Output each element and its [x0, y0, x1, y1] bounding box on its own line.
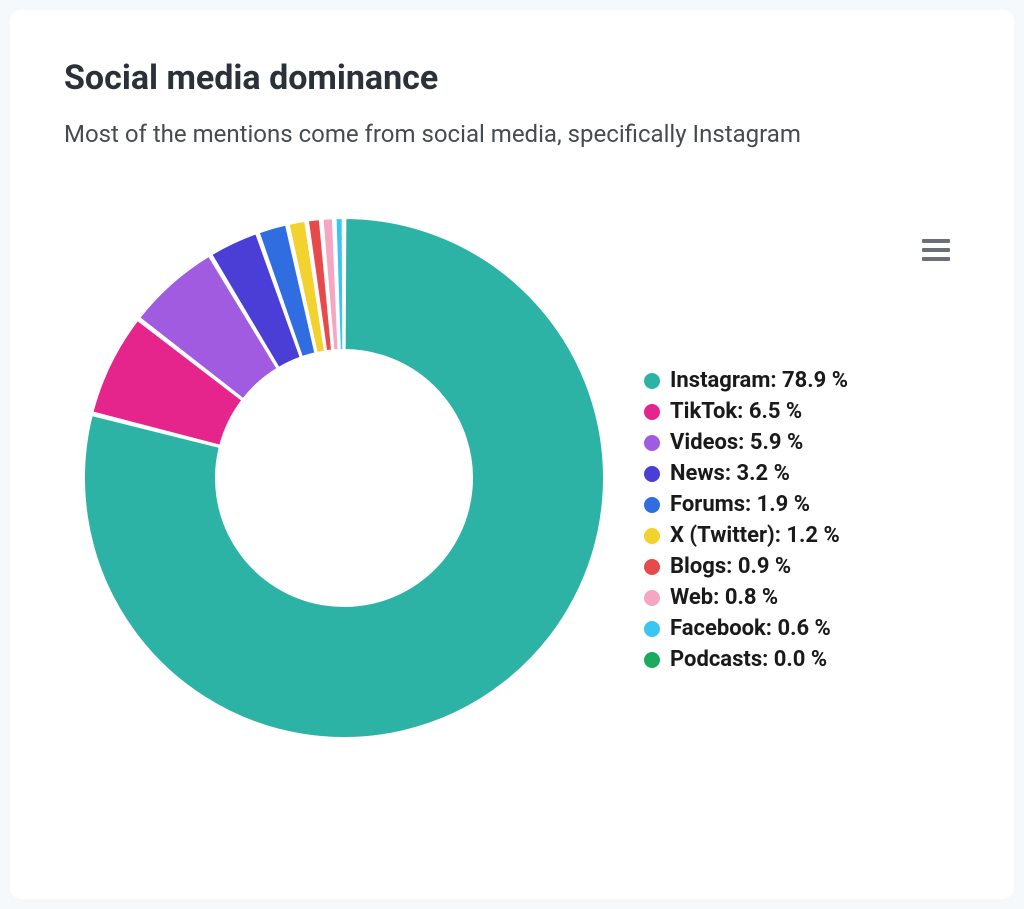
legend-item-facebook[interactable]: Facebook: 0.6 % [644, 616, 960, 641]
chart-title: Social media dominance [64, 58, 960, 98]
legend-label: Facebook: 0.6 % [670, 616, 831, 641]
legend-dot-icon [644, 528, 660, 544]
legend-label: News: 3.2 % [670, 461, 790, 486]
legend-dot-icon [644, 559, 660, 575]
legend-dot-icon [644, 621, 660, 637]
legend-label: Podcasts: 0.0 % [670, 647, 827, 672]
legend-dot-icon [644, 652, 660, 668]
legend-item-web[interactable]: Web: 0.8 % [644, 585, 960, 610]
hamburger-icon [922, 248, 950, 252]
legend-item-blogs[interactable]: Blogs: 0.9 % [644, 554, 960, 579]
chart-card: Social media dominance Most of the menti… [10, 10, 1014, 899]
chart-subtitle: Most of the mentions come from social me… [64, 120, 960, 148]
donut-chart [64, 178, 624, 778]
legend-label: Instagram: 78.9 % [670, 368, 848, 393]
legend-item-x-twitter-[interactable]: X (Twitter): 1.2 % [644, 523, 960, 548]
legend-label: Blogs: 0.9 % [670, 554, 791, 579]
hamburger-icon [922, 239, 950, 243]
legend-dot-icon [644, 373, 660, 389]
legend-label: Videos: 5.9 % [670, 430, 803, 455]
legend-dot-icon [644, 404, 660, 420]
legend-label: X (Twitter): 1.2 % [670, 523, 840, 548]
chart-area: Instagram: 78.9 % TikTok: 6.5 % Videos: 5.… [64, 178, 960, 778]
chart-menu-button[interactable] [916, 228, 956, 272]
legend-dot-icon [644, 466, 660, 482]
legend-item-forums[interactable]: Forums: 1.9 % [644, 492, 960, 517]
legend-item-podcasts[interactable]: Podcasts: 0.0 % [644, 647, 960, 672]
legend-label: TikTok: 6.5 % [670, 399, 802, 424]
hamburger-icon [922, 257, 950, 261]
legend-dot-icon [644, 435, 660, 451]
legend-item-instagram[interactable]: Instagram: 78.9 % [644, 368, 960, 393]
legend-item-tiktok[interactable]: TikTok: 6.5 % [644, 399, 960, 424]
chart-legend: Instagram: 78.9 % TikTok: 6.5 % Videos: 5.… [644, 278, 960, 678]
donut-chart-container [64, 178, 624, 778]
legend-item-news[interactable]: News: 3.2 % [644, 461, 960, 486]
legend-dot-icon [644, 497, 660, 513]
legend-label: Web: 0.8 % [670, 585, 778, 610]
legend-item-videos[interactable]: Videos: 5.9 % [644, 430, 960, 455]
legend-label: Forums: 1.9 % [670, 492, 810, 517]
legend-dot-icon [644, 590, 660, 606]
